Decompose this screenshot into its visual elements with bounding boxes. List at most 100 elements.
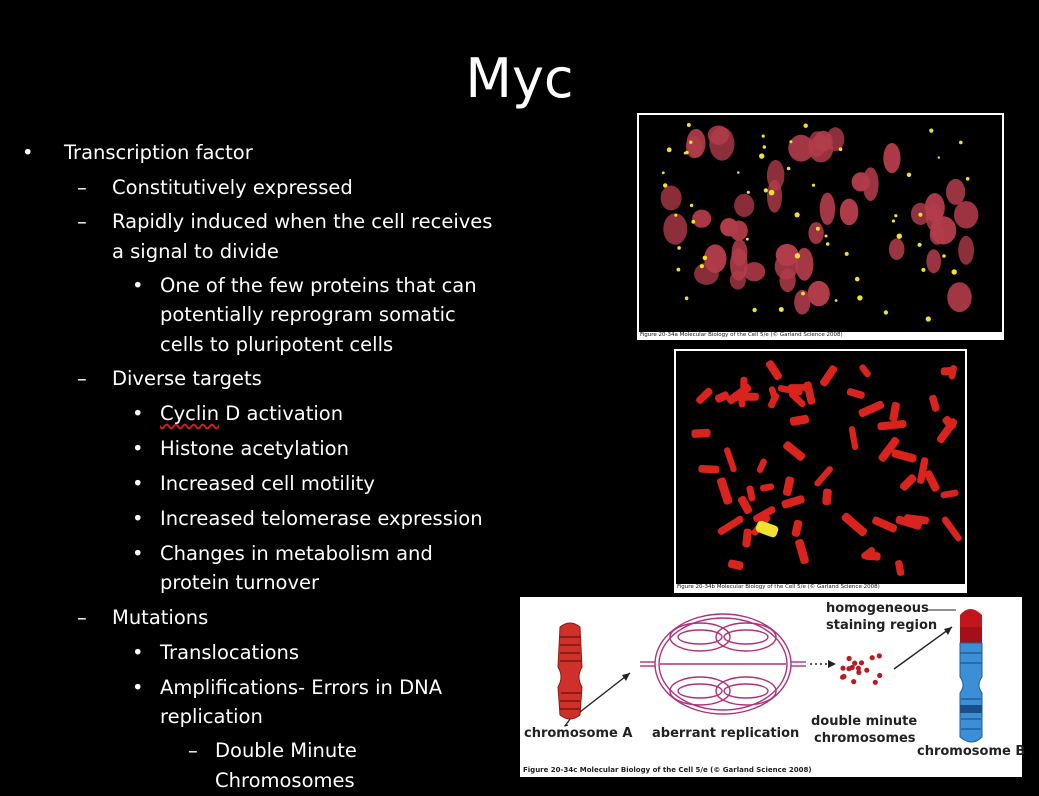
chromosome-rod (877, 420, 907, 431)
figure-b-caption: Figure 20-34b Molecular Biology of the C… (677, 584, 880, 590)
chromosome-blob (685, 135, 702, 159)
chromosome-rod (737, 495, 753, 515)
chromosome-rod (803, 381, 816, 405)
chromosome-a-graphic (557, 622, 583, 727)
chromosome-blob (788, 134, 814, 162)
bullet-amplifications-line2: replication (160, 705, 263, 728)
dash-marker: – (77, 210, 87, 233)
slide-title: Myc (465, 47, 574, 110)
fish-signal-dot (794, 253, 801, 259)
fish-signal-dot (789, 140, 793, 144)
fish-signal-dot (746, 237, 749, 241)
bullet-rapid-line2: a signal to divide (112, 240, 279, 263)
chromosome-rod (791, 519, 803, 537)
chromosome-rod (781, 495, 805, 509)
chromosome-rod (899, 474, 917, 491)
chromosome-blob (954, 201, 979, 229)
chromosome-rod (727, 559, 744, 570)
bullet-reprogram-line1: One of the few proteins that can (160, 274, 477, 297)
metaphase-image-b (691, 360, 962, 576)
bullet-marker: • (132, 472, 144, 495)
bullet-marker: • (132, 402, 144, 425)
chromosome-rod (742, 528, 752, 548)
fish-signal-dot (815, 226, 820, 231)
fish-signal-dot (762, 145, 766, 149)
fish-signal-dot (763, 188, 768, 193)
chromosome-blob (795, 247, 814, 281)
fish-signal-dot (854, 276, 860, 282)
fish-signal-dot (691, 219, 696, 224)
label-hsr-line1: homogeneous (826, 601, 929, 616)
label-double-minute-line2: chromosomes (814, 731, 916, 746)
fish-signal-dot (896, 233, 902, 239)
chromosome-rod (822, 488, 832, 506)
figure-a-caption: Figure 20-34a Molecular Biology of the C… (640, 332, 843, 338)
fish-signal-dot (883, 310, 889, 315)
label-aberrant-replication: aberrant replication (652, 726, 800, 741)
chromosome-rod (924, 470, 940, 492)
bullet-rapid-line1: Rapidly induced when the cell receives (112, 210, 493, 233)
double-minute-dot (876, 653, 882, 659)
dash-marker: – (77, 176, 87, 199)
chromosome-rod (895, 560, 905, 576)
double-minute-dot (855, 665, 861, 671)
dash-marker: – (77, 367, 87, 390)
figure-c-diagram: chromosome A aberrant replication double… (520, 597, 1025, 777)
chromosome-blob (734, 193, 755, 217)
chromosome-blob (958, 235, 974, 265)
fish-signal-dot (921, 267, 926, 272)
dash-marker: – (77, 606, 87, 629)
chromosome-rod (891, 449, 917, 463)
chromosome-rod (942, 415, 957, 431)
fish-signal-dot (677, 246, 681, 250)
fish-signal-dot (684, 296, 689, 300)
fish-signal-dot (674, 213, 678, 217)
double-minute-dot (846, 666, 852, 672)
fish-signal-dot (917, 242, 922, 247)
bullet-translocations: Translocations (160, 641, 300, 664)
chromosome-rod (788, 391, 806, 408)
metaphase-image-a (660, 123, 979, 322)
double-minute-dot (851, 679, 857, 685)
chromosome-blob (730, 248, 748, 281)
fish-signal-dot (857, 295, 863, 301)
chromosome-rod (858, 400, 885, 418)
double-minute-graphic (840, 653, 883, 685)
bullet-marker: • (132, 542, 144, 565)
chromosome-blob (692, 209, 712, 228)
fish-signal-dot (699, 264, 704, 269)
chromosome-rod (714, 391, 730, 403)
chromosome-blob (766, 160, 785, 191)
bullet-histone: Histone acetylation (160, 437, 349, 460)
chromosome-rod (940, 489, 959, 499)
chromosome-blob (707, 125, 730, 145)
bullet-marker: • (132, 437, 144, 460)
chromosome-blob (839, 198, 859, 226)
chromosome-rod (841, 512, 868, 537)
fish-signal-dot (661, 171, 665, 175)
chromosome-rod (717, 515, 744, 535)
fish-signal-dot (891, 219, 895, 223)
spellcheck-word: Cyclin (160, 402, 220, 425)
double-minute-dot (877, 672, 883, 679)
chromosome-rod (768, 392, 780, 409)
bullet-metabolism-line1: Changes in metabolism and (160, 542, 433, 565)
fish-signal-dot (894, 214, 898, 218)
bullet-reprogram-line3: cells to pluripotent cells (160, 333, 394, 356)
chromosome-rod (814, 466, 833, 487)
chromosome-blob (814, 130, 833, 152)
chromosome-blob (807, 280, 830, 307)
chromosome-blob (924, 193, 945, 223)
fish-signal-dot (752, 307, 757, 313)
chromosome-blob (819, 192, 836, 225)
chromosome-rod (863, 551, 881, 561)
chromosome-rod (698, 465, 720, 474)
bullet-diverse-targets: Diverse targets (112, 367, 262, 390)
figure-c-caption: Figure 20-34c Molecular Biology of the C… (523, 766, 812, 774)
double-minute-dot (856, 669, 862, 675)
bullet-metabolism-line2: protein turnover (160, 571, 320, 594)
bullet-motility: Increased cell motility (160, 472, 375, 495)
fish-signal-dot (838, 147, 843, 151)
chromosome-rod (929, 394, 940, 412)
fish-signal-dot (663, 183, 668, 188)
